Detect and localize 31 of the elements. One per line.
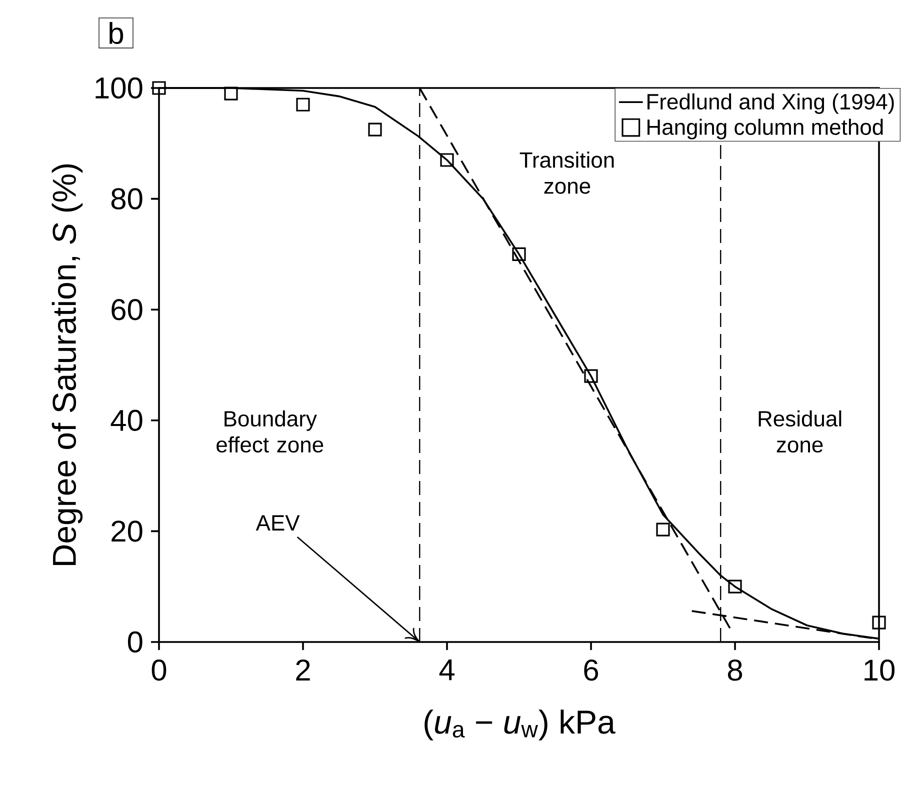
point bbox=[584, 369, 598, 383]
x-tick-label: 0 bbox=[152, 660, 166, 681]
y-axis-title: Degree of Saturation, S (%) bbox=[52, 164, 83, 565]
point bbox=[224, 86, 238, 100]
y-tick-label: 40 bbox=[110, 410, 142, 432]
legend-label: Hanging column method bbox=[648, 118, 883, 140]
point bbox=[512, 247, 526, 261]
text: b bbox=[110, 22, 124, 44]
x-tick-label: 10 bbox=[864, 660, 895, 681]
y-tick-label: 100 bbox=[96, 77, 142, 99]
x-axis-title: (u$_{a}$ − u$_{w}$) kPa bbox=[424, 710, 616, 740]
annotation: Transition zone bbox=[520, 152, 614, 194]
x-tick-label: 8 bbox=[728, 660, 742, 681]
point bbox=[296, 98, 310, 112]
y-tick-label: 60 bbox=[112, 298, 142, 320]
y-tick-label: 0 bbox=[128, 631, 142, 653]
x-tick-label: 4 bbox=[439, 660, 454, 680]
y-tick-label: 20 bbox=[112, 520, 142, 542]
point bbox=[440, 153, 454, 167]
x-tick-label: 2 bbox=[296, 660, 310, 680]
point bbox=[368, 122, 382, 136]
annotation: Boundary effect zone bbox=[216, 410, 324, 453]
y-tick-label: 80 bbox=[111, 188, 142, 210]
x-tick-label: 6 bbox=[584, 660, 598, 681]
point bbox=[872, 616, 886, 630]
point bbox=[728, 580, 742, 594]
annotation: AEV bbox=[256, 515, 300, 530]
annotation: Residual zone bbox=[758, 410, 842, 453]
legend-label: Fredlund and Xing (1994) bbox=[648, 93, 894, 114]
point bbox=[656, 522, 670, 536]
point bbox=[152, 81, 166, 95]
